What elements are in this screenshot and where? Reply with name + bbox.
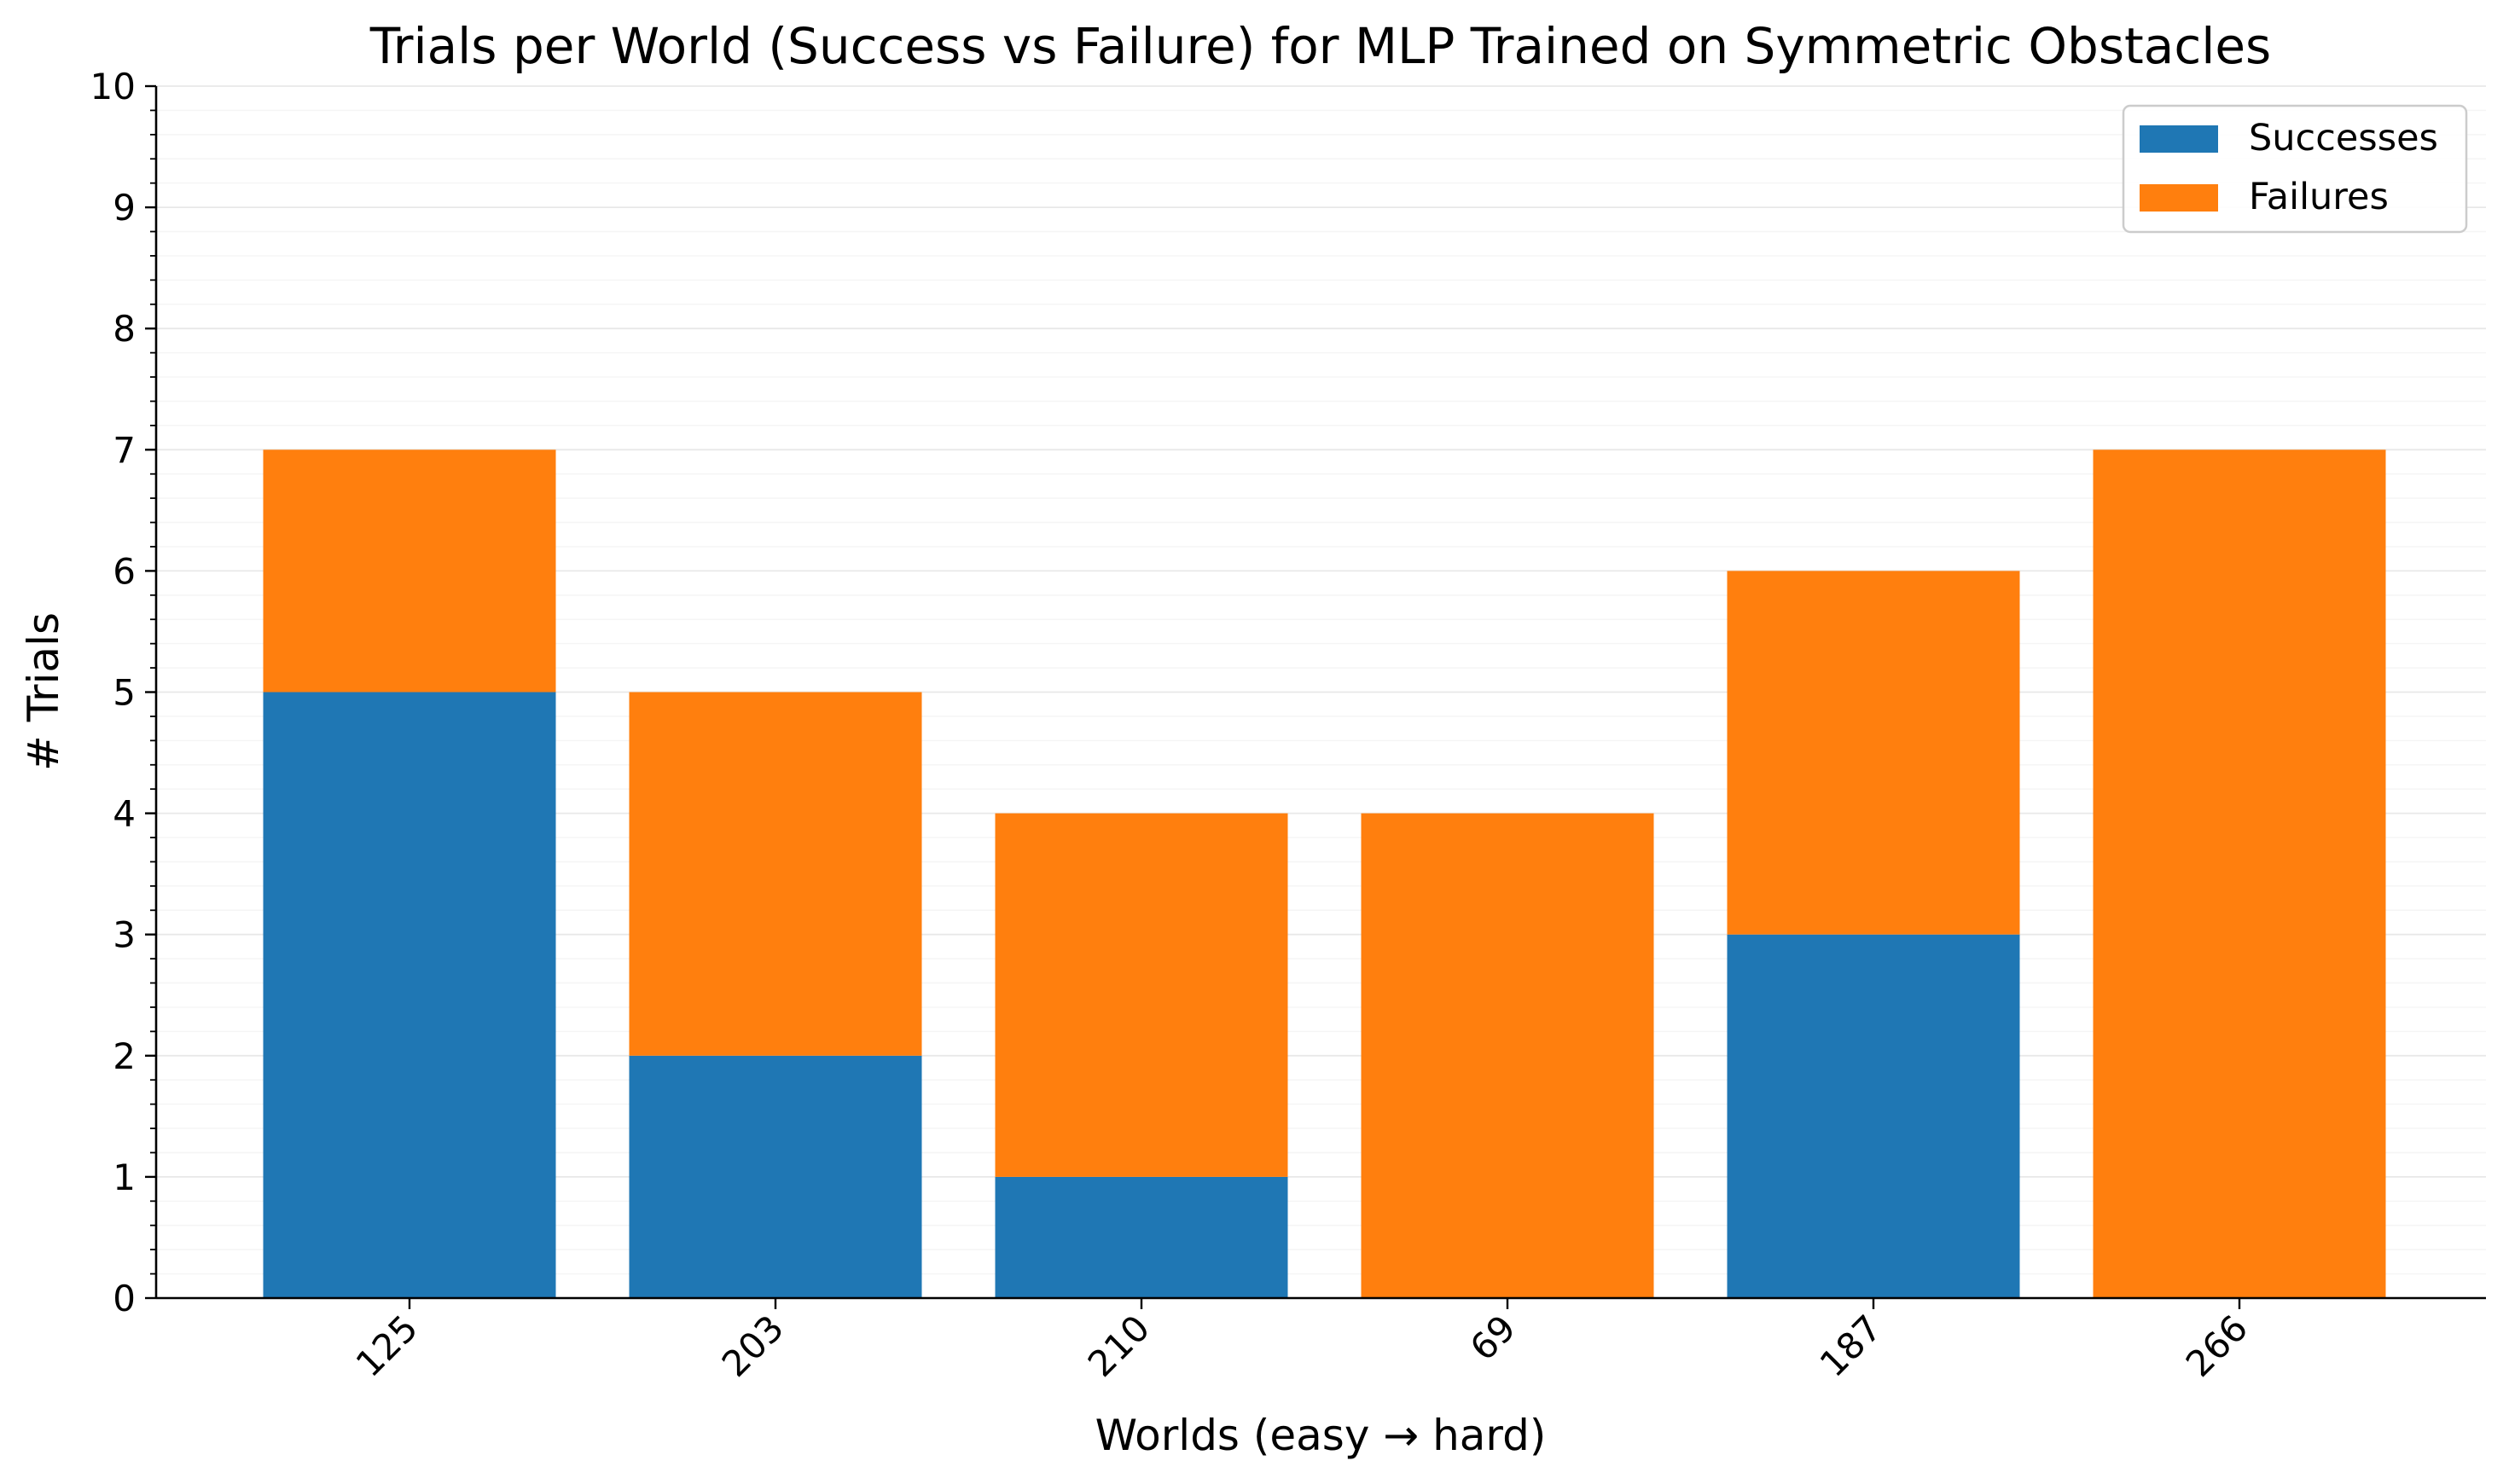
y-tick-label: 2 <box>113 1035 136 1077</box>
bar-successes-125 <box>263 692 556 1298</box>
bar-failures-125 <box>263 449 556 693</box>
y-tick-label: 5 <box>113 672 136 714</box>
y-tick-label: 9 <box>113 187 136 229</box>
y-axis-label: # Trials <box>19 612 68 771</box>
y-tick-label: 10 <box>90 66 136 107</box>
y-tick-label: 3 <box>113 914 136 956</box>
bar-failures-210 <box>995 813 1288 1177</box>
y-ticks: 0 1 2 3 4 5 6 7 8 9 10 <box>90 66 156 1319</box>
bar-successes-210 <box>995 1176 1288 1298</box>
y-tick-label: 8 <box>113 308 136 350</box>
bar-failures-69 <box>1361 813 1654 1298</box>
bar-failures-203 <box>629 692 922 1056</box>
legend-label-successes: Successes <box>2249 117 2438 159</box>
bar-successes-203 <box>629 1055 922 1298</box>
bar-failures-187 <box>1727 571 2020 935</box>
y-tick-label: 0 <box>113 1278 136 1319</box>
y-tick-label: 1 <box>113 1156 136 1198</box>
y-tick-label: 7 <box>113 429 136 471</box>
bars <box>263 449 2386 1298</box>
y-tick-label: 4 <box>113 793 136 835</box>
x-axis-label: Worlds (easy → hard) <box>1095 1411 1547 1460</box>
chart-title: Trials per World (Success vs Failure) fo… <box>369 17 2271 75</box>
y-tick-label: 6 <box>113 550 136 592</box>
legend-swatch-successes <box>2140 125 2218 153</box>
legend-label-failures: Failures <box>2249 176 2389 218</box>
bar-successes-187 <box>1727 934 2020 1298</box>
bar-failures-266 <box>2093 449 2386 1298</box>
legend-swatch-failures <box>2140 184 2218 212</box>
legend: Successes Failures <box>2122 104 2468 234</box>
